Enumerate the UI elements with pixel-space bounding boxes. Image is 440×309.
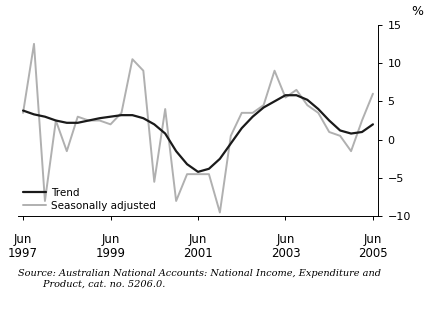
Seasonally adjusted (184, 172, 190, 176)
Text: %: % (411, 5, 423, 18)
Trend (75, 121, 81, 125)
Seasonally adjusted (152, 180, 157, 184)
Text: Jun: Jun (101, 233, 120, 246)
Trend (108, 115, 113, 119)
Text: Jun: Jun (14, 233, 32, 246)
Trend (370, 122, 376, 126)
Trend (141, 116, 146, 120)
Legend: Trend, Seasonally adjusted: Trend, Seasonally adjusted (18, 184, 160, 215)
Trend (184, 162, 190, 166)
Text: 1999: 1999 (95, 247, 125, 260)
Seasonally adjusted (348, 149, 354, 153)
Seasonally adjusted (217, 211, 223, 214)
Seasonally adjusted (304, 103, 310, 107)
Seasonally adjusted (370, 92, 376, 95)
Seasonally adjusted (97, 119, 102, 122)
Text: Jun: Jun (276, 233, 295, 246)
Seasonally adjusted (326, 130, 332, 134)
Trend (217, 157, 223, 161)
Seasonally adjusted (359, 119, 365, 122)
Seasonally adjusted (86, 119, 92, 122)
Text: Source: Australian National Accounts: National Income, Expenditure and
        P: Source: Australian National Accounts: Na… (18, 269, 381, 288)
Seasonally adjusted (294, 88, 299, 92)
Trend (20, 109, 26, 112)
Seasonally adjusted (173, 199, 179, 203)
Trend (152, 122, 157, 126)
Seasonally adjusted (261, 103, 266, 107)
Seasonally adjusted (162, 107, 168, 111)
Text: Jun: Jun (364, 233, 382, 246)
Trend (239, 126, 244, 130)
Seasonally adjusted (195, 172, 201, 176)
Text: 2003: 2003 (271, 247, 300, 260)
Seasonally adjusted (206, 172, 212, 176)
Trend (86, 119, 92, 122)
Text: 2001: 2001 (183, 247, 213, 260)
Seasonally adjusted (31, 42, 37, 46)
Seasonally adjusted (250, 111, 255, 115)
Trend (261, 106, 266, 109)
Trend (337, 129, 343, 132)
Seasonally adjusted (272, 69, 277, 73)
Seasonally adjusted (75, 115, 81, 119)
Trend (326, 119, 332, 122)
Seasonally adjusted (337, 134, 343, 138)
Seasonally adjusted (108, 122, 113, 126)
Trend (304, 98, 310, 102)
Trend (173, 149, 179, 153)
Trend (294, 93, 299, 97)
Text: 1997: 1997 (8, 247, 38, 260)
Seasonally adjusted (42, 199, 48, 203)
Trend (359, 130, 365, 134)
Trend (348, 132, 354, 135)
Trend (228, 142, 234, 145)
Trend (31, 112, 37, 116)
Trend (195, 170, 201, 174)
Trend (162, 132, 168, 135)
Trend (64, 121, 70, 125)
Line: Seasonally adjusted: Seasonally adjusted (23, 44, 373, 213)
Trend (97, 116, 102, 120)
Trend (272, 99, 277, 103)
Seasonally adjusted (228, 134, 234, 138)
Seasonally adjusted (130, 57, 135, 61)
Seasonally adjusted (283, 96, 288, 99)
Seasonally adjusted (119, 111, 124, 115)
Trend (206, 167, 212, 171)
Seasonally adjusted (141, 69, 146, 73)
Text: Jun: Jun (189, 233, 207, 246)
Trend (315, 107, 321, 111)
Seasonally adjusted (239, 111, 244, 115)
Text: 2005: 2005 (358, 247, 388, 260)
Trend (42, 115, 48, 119)
Trend (119, 113, 124, 117)
Line: Trend: Trend (23, 95, 373, 172)
Seasonally adjusted (315, 111, 321, 115)
Seasonally adjusted (53, 119, 59, 122)
Trend (283, 93, 288, 97)
Trend (250, 115, 255, 119)
Trend (53, 119, 59, 122)
Seasonally adjusted (20, 111, 26, 115)
Trend (130, 113, 135, 117)
Seasonally adjusted (64, 149, 70, 153)
